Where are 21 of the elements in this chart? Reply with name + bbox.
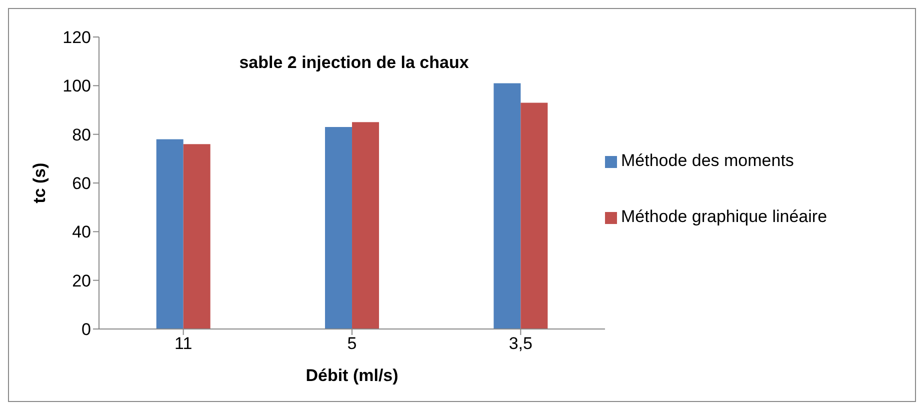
y-tick-label: 120 <box>62 28 91 48</box>
bar <box>494 83 521 329</box>
bar <box>520 102 548 329</box>
y-axis-title: tc (s) <box>30 162 50 204</box>
x-tick-label: 11 <box>174 334 192 354</box>
y-tick-label: 0 <box>82 320 91 340</box>
bar <box>325 127 352 329</box>
text: sable 2 injection de la chaux <box>238 53 470 73</box>
bar <box>352 122 380 329</box>
x-tick-label: 3,5 <box>508 334 532 354</box>
x-tick-label: 5 <box>347 334 357 354</box>
y-tick-label: 40 <box>72 222 91 242</box>
legend-label: Méthode des moments <box>621 150 795 172</box>
legend-label: Méthode graphique linéaire <box>621 206 828 228</box>
y-tick-label: 100 <box>62 76 91 96</box>
bar <box>156 139 184 329</box>
y-tick-label: 80 <box>72 125 91 144</box>
y-tick-label: 20 <box>72 271 91 290</box>
x-axis-title: Débit (ml/s) <box>306 366 398 385</box>
bar <box>183 144 210 329</box>
y-tick-label: 60 <box>72 174 91 194</box>
